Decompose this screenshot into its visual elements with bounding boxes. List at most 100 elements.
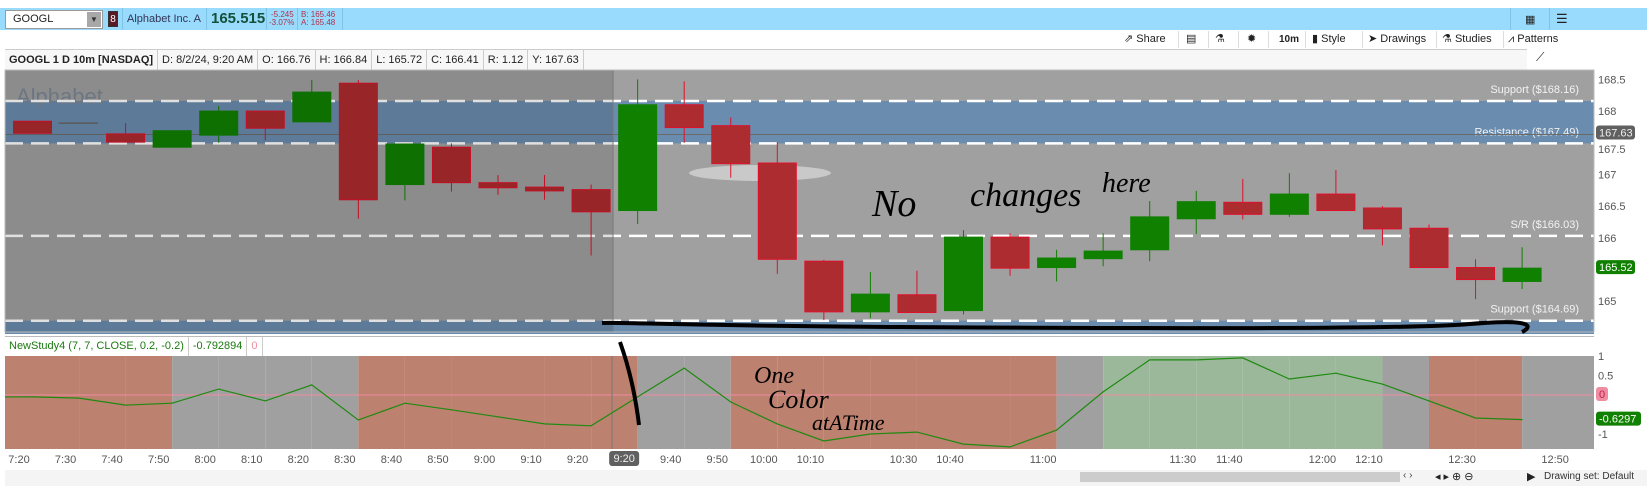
- study-bg-down: [823, 356, 871, 449]
- study-bg-neutral: [218, 356, 266, 449]
- study-point: [1521, 418, 1523, 421]
- grid-layout-icon[interactable]: ▦: [1525, 14, 1536, 26]
- share-label: Share: [1136, 33, 1166, 45]
- zoom-controls-icon[interactable]: ◂▸⊕⊖: [1435, 471, 1477, 483]
- chart-scrollbar[interactable]: ‹ › ◂▸⊕⊖ ▶ Drawing set: Default: [5, 470, 1647, 486]
- study-bg-down: [777, 356, 824, 449]
- study-bg-neutral: [637, 356, 685, 449]
- scrollbar-thumb[interactable]: [1080, 472, 1400, 482]
- study-tick: -1: [1598, 429, 1608, 441]
- study-point: [776, 423, 778, 425]
- bar-range: R: 1.12: [484, 50, 529, 70]
- level-label: Support ($168.16): [1490, 84, 1579, 96]
- news-icon[interactable]: ▤: [1186, 33, 1197, 45]
- annotation-changes: changes: [970, 177, 1081, 214]
- time-cursor-label: 9:20: [613, 453, 634, 465]
- interval-button[interactable]: 10m: [1279, 34, 1300, 45]
- current-price-tag-text: 165.52: [1599, 262, 1633, 274]
- level-label: Resistance ($167.49): [1474, 126, 1579, 138]
- net-change: -5.245: [271, 10, 294, 19]
- trend-line-icon[interactable]: ⟋: [1536, 50, 1545, 64]
- study-bg-neutral: [172, 356, 219, 449]
- list-menu-icon[interactable]: ☰: [1556, 11, 1568, 26]
- time-tick: 8:20: [288, 454, 309, 466]
- candle: [152, 130, 192, 148]
- price-chart[interactable]: Alphabet Support ($168.16) Resistance ($16…: [0, 0, 1647, 470]
- study-point: [916, 431, 918, 433]
- share-button[interactable]: ⇗ Share: [1124, 31, 1166, 48]
- price-pane-border: [4, 69, 1595, 333]
- drawings-button[interactable]: ➤ Drawings: [1368, 31, 1426, 48]
- candle-body: [525, 186, 565, 192]
- style-button[interactable]: ▮ Style: [1312, 31, 1346, 48]
- hand-drawn-underline: [601, 320, 1530, 334]
- study-bg-down: [125, 356, 173, 449]
- time-tick: 11:00: [1030, 454, 1057, 466]
- time-tick: 8:00: [194, 454, 215, 466]
- study-bg-up: [1196, 356, 1243, 449]
- chart-title: GOOGL 1 D 10m [NASDAQ]: [5, 50, 159, 70]
- study-bg-down: [730, 356, 778, 449]
- drawing-cursor-icon[interactable]: ▶: [1527, 471, 1536, 483]
- time-tick: 8:30: [334, 454, 355, 466]
- study-current-tag-bg: [1596, 411, 1641, 426]
- time-cursor-tag: [609, 451, 640, 466]
- flask-icon[interactable]: ⚗: [1215, 33, 1225, 45]
- candle-body: [1223, 201, 1263, 215]
- style-label: Style: [1321, 33, 1346, 45]
- study-bg-down: [404, 356, 452, 449]
- time-tick: 8:50: [427, 454, 448, 466]
- gear-icon[interactable]: ✹: [1247, 33, 1257, 45]
- study-current-tag: -0.6297: [1596, 411, 1641, 426]
- study-point: [1381, 383, 1384, 385]
- candle-body: [1269, 193, 1309, 215]
- candle: [1083, 233, 1123, 267]
- time-tick: 9:50: [707, 454, 728, 466]
- current-price-tag: 165.52: [1596, 260, 1635, 275]
- ask-price: A: 165.48: [301, 18, 336, 27]
- study-bg-down: [1429, 356, 1476, 449]
- price-tick: 167.5: [1598, 144, 1626, 156]
- study-point: [450, 409, 453, 411]
- hand-annotations: No changes here One Color atATime: [601, 168, 1530, 435]
- candle-body: [618, 104, 658, 212]
- chevron-down-icon[interactable]: ▼: [87, 12, 101, 27]
- history-shade: [5, 70, 613, 332]
- time-tick: 8:10: [241, 454, 262, 466]
- price-pane[interactable]: Alphabet Support ($168.16) Resistance ($16…: [4, 69, 1595, 335]
- link-group-badge[interactable]: 8: [108, 11, 118, 27]
- study-point: [730, 401, 732, 403]
- scroll-arrows-icon[interactable]: ‹ ›: [1403, 470, 1413, 481]
- prev-close: Y: 167.63: [528, 50, 584, 70]
- time-tick: 7:50: [148, 454, 169, 466]
- study-bg-down: [870, 356, 917, 449]
- net-change-pct: -3.07%: [269, 18, 295, 27]
- price-tick: 166.5: [1598, 201, 1626, 213]
- study-bg-neutral: [1522, 356, 1594, 449]
- time-tick: 9:40: [660, 454, 681, 466]
- candle: [1269, 173, 1309, 217]
- study-bg-down: [79, 356, 126, 449]
- patterns-button[interactable]: ⩘ Patterns: [1508, 31, 1558, 48]
- divider: [1208, 31, 1209, 48]
- candle-body: [13, 120, 52, 134]
- studies-button[interactable]: ⚗ Studies: [1442, 31, 1492, 48]
- level-label: S/R ($166.03): [1511, 219, 1579, 231]
- study-point: [1288, 378, 1290, 380]
- time-tick: 9:00: [474, 454, 495, 466]
- study-pane[interactable]: [4, 356, 1594, 449]
- candle: [897, 270, 937, 313]
- candle: [431, 143, 471, 192]
- price-tick: 166: [1598, 233, 1616, 245]
- study-bg-down: [963, 356, 1011, 449]
- study-point: [1102, 391, 1104, 393]
- study-bg-down: [5, 356, 80, 449]
- drawing-set-label[interactable]: Drawing set: Default: [1544, 471, 1635, 482]
- candle: [850, 271, 890, 319]
- time-tick: 10:00: [750, 454, 778, 466]
- symbol-input[interactable]: GOOGL ▼: [5, 10, 103, 29]
- study-title[interactable]: NewStudy4 (7, 7, CLOSE, 0.2, -0.2): [5, 337, 189, 356]
- candle-body: [385, 143, 425, 186]
- patterns-label: Patterns: [1517, 33, 1559, 45]
- candle: [106, 123, 146, 143]
